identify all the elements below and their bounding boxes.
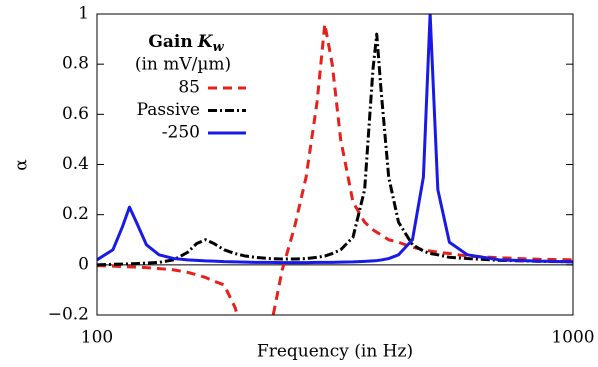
- y-tick-label: 0.6: [62, 104, 89, 124]
- y-tick-label: 0: [78, 254, 89, 274]
- x-tick-label: 100: [81, 328, 113, 348]
- legend-label: 85: [178, 78, 200, 98]
- y-tick-label: 0.8: [62, 54, 89, 74]
- series-line: [97, 14, 573, 265]
- y-tick-label: 1: [78, 4, 89, 24]
- series-line: [97, 32, 573, 267]
- plot-area: [97, 14, 573, 315]
- x-axis-label: Frequency (in Hz): [257, 342, 413, 362]
- series-line: [97, 22, 573, 315]
- legend-symbol-subscript: w: [212, 40, 224, 55]
- legend-symbol: K: [197, 32, 214, 52]
- legend-title-text: Gain: [148, 32, 192, 52]
- x-tick-label: 1000: [551, 328, 594, 348]
- legend-subtitle: (in mV/µm): [135, 55, 231, 75]
- y-tick-label: 0.2: [62, 204, 89, 224]
- legend-title: Gain Kw: [148, 32, 224, 55]
- plot-frame: [96, 13, 574, 316]
- legend-label: Passive: [137, 100, 200, 120]
- y-tick-label: −0.2: [48, 305, 89, 325]
- legend-label: -250: [162, 123, 200, 143]
- y-tick-label: 0.4: [62, 154, 89, 174]
- y-axis-label: α: [12, 159, 32, 171]
